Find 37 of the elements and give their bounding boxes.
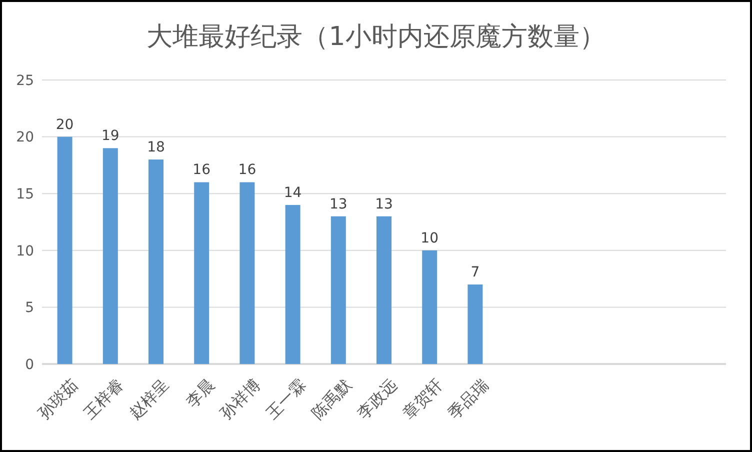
y-tick-label: 20 [16, 130, 34, 146]
y-tick-label: 10 [16, 243, 34, 260]
data-label: 16 [238, 162, 256, 178]
bar [330, 216, 346, 364]
y-tick-label: 5 [25, 300, 34, 316]
data-label: 10 [420, 230, 439, 246]
bar [57, 136, 72, 364]
bar [376, 216, 392, 364]
data-label: 16 [192, 162, 211, 178]
x-tick-label: 孙琰茹 [34, 375, 82, 423]
bar [148, 160, 164, 364]
x-tick-label: 章贺轩 [398, 375, 446, 423]
bar [102, 148, 118, 364]
x-tick-label: 陈禹默 [308, 375, 356, 423]
chart-title: 大堆最好纪录（1小时内还原魔方数量） [146, 22, 606, 52]
bar [240, 182, 255, 364]
data-label: 13 [329, 196, 348, 212]
data-label: 13 [375, 196, 393, 212]
bar [468, 284, 483, 364]
x-tick-label: 王梓睿 [80, 375, 128, 423]
y-tick-label: 15 [16, 186, 34, 202]
x-tick-label: 李政远 [353, 375, 401, 423]
y-tick-label: 25 [16, 72, 34, 89]
x-tick-label: 李晨 [182, 375, 218, 412]
data-label: 18 [147, 140, 165, 156]
bar [194, 182, 210, 364]
bar [285, 204, 300, 364]
data-label: 20 [56, 116, 74, 133]
y-tick-label: 0 [25, 356, 34, 373]
x-tick-label: 王一霖 [262, 375, 310, 423]
bar [422, 250, 438, 364]
data-label: 14 [284, 184, 302, 201]
data-label: 19 [101, 128, 120, 144]
data-label: 7 [470, 264, 480, 280]
x-tick-label: 赵梓呈 [125, 375, 173, 423]
x-tick-label: 季品瑞 [444, 375, 492, 423]
x-tick-label: 孙祥博 [216, 375, 264, 423]
